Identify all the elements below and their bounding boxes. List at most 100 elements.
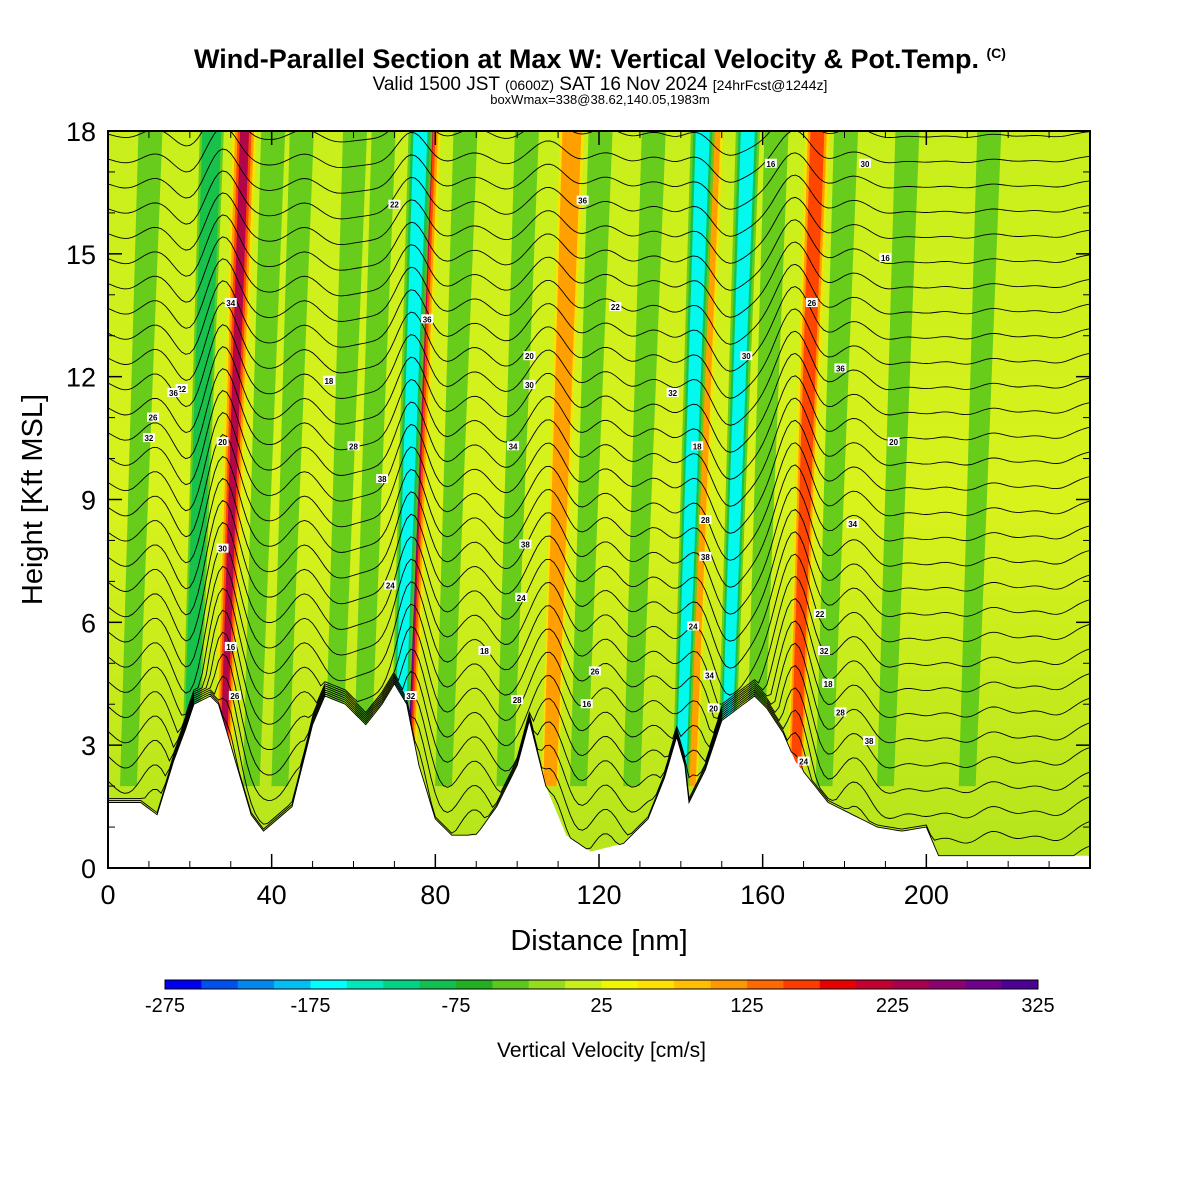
theta-contour-label: 20 bbox=[216, 437, 229, 447]
theta-contour-label: 16 bbox=[764, 158, 777, 169]
colorbar-swatch bbox=[856, 980, 893, 989]
theta-contour-label-bg bbox=[699, 551, 712, 561]
theta-contour-label-text: 32 bbox=[406, 692, 415, 701]
theta-contour-label-bg bbox=[879, 252, 892, 262]
theta-contour-label-text: 24 bbox=[517, 594, 526, 603]
theta-contour-label-text: 32 bbox=[668, 389, 677, 398]
theta-contour-label-bg bbox=[805, 297, 818, 307]
theta-contour-label: 18 bbox=[478, 645, 491, 656]
theta-contour-label-text: 30 bbox=[742, 352, 751, 361]
theta-contour-label: 26 bbox=[588, 666, 601, 676]
colorbar-swatch bbox=[456, 980, 493, 989]
theta-contour-label-bg bbox=[142, 433, 155, 443]
theta-contour-label-text: 24 bbox=[689, 622, 698, 631]
vertical-velocity-streak bbox=[877, 131, 920, 787]
vertical-velocity-streak bbox=[120, 131, 163, 787]
theta-contour-label: 22 bbox=[609, 302, 622, 312]
colorbar-swatch bbox=[965, 980, 1003, 989]
theta-contour-label: 28 bbox=[699, 514, 712, 525]
theta-contour-label-text: 16 bbox=[582, 700, 591, 709]
theta-contour-label-bg bbox=[228, 691, 241, 701]
theta-contour-label: 32 bbox=[666, 388, 679, 398]
theta-contour-label-text: 36 bbox=[169, 389, 178, 398]
x-tick-label: 80 bbox=[420, 880, 450, 910]
theta-contour-label-text: 36 bbox=[578, 197, 587, 206]
theta-contour-line bbox=[108, 368, 1090, 480]
x-tick-label: 200 bbox=[904, 880, 949, 910]
chart-subtitle: Valid 1500 JST (0600Z) SAT 16 Nov 2024 [… bbox=[0, 74, 1200, 96]
theta-contour-label-text: 34 bbox=[509, 442, 518, 451]
theta-contour-label-text: 16 bbox=[881, 254, 890, 263]
colorbar-swatch bbox=[383, 980, 421, 989]
vertical-velocity-streak bbox=[623, 131, 666, 787]
theta-contour-label: 22 bbox=[175, 383, 188, 394]
theta-contour-label: 30 bbox=[523, 379, 536, 390]
theta-contour-label-bg bbox=[523, 351, 536, 361]
x-axis-label: Distance [nm] bbox=[510, 925, 687, 957]
theta-contour-label-text: 26 bbox=[230, 692, 239, 701]
theta-contour-line bbox=[108, 499, 1090, 642]
theta-contour-label-text: 38 bbox=[701, 553, 710, 562]
colorbar-swatch bbox=[310, 980, 348, 989]
theta-contour-label-bg bbox=[216, 543, 229, 553]
colorbar-tick-label: 325 bbox=[1021, 995, 1054, 1017]
theta-contour-label-text: 38 bbox=[521, 541, 530, 550]
theta-contour-label-bg bbox=[347, 441, 360, 451]
colorbar-swatch bbox=[274, 980, 311, 989]
theta-contour-line bbox=[108, 653, 1090, 776]
forecast-label: [24hrFcst@1244z] bbox=[712, 77, 828, 93]
theta-contour-label-bg bbox=[834, 363, 847, 373]
colorbar-swatch bbox=[165, 980, 202, 989]
colorbar-swatch bbox=[674, 980, 712, 989]
theta-contour-label-bg bbox=[376, 474, 389, 484]
x-tick-label: 40 bbox=[257, 880, 287, 910]
theta-contour-label-text: 26 bbox=[590, 667, 599, 676]
theta-contour-label-text: 20 bbox=[709, 704, 718, 713]
theta-contour-label: 36 bbox=[421, 314, 434, 324]
theta-contour-label-bg bbox=[167, 388, 180, 398]
theta-contour-label-text: 28 bbox=[513, 696, 522, 705]
theta-contour-label-text: 22 bbox=[815, 610, 824, 619]
colorbar-swatch bbox=[819, 980, 857, 989]
theta-contour-label: 20 bbox=[887, 437, 900, 447]
theta-contour-label-text: 28 bbox=[349, 442, 358, 451]
theta-contour-label-text: 30 bbox=[861, 160, 870, 169]
theta-contour-label: 22 bbox=[813, 609, 826, 619]
theta-contour-label: 24 bbox=[797, 756, 810, 767]
theta-contour-line bbox=[108, 682, 1090, 857]
theta-contour-line bbox=[108, 678, 1090, 825]
theta-contour-label-text: 24 bbox=[799, 758, 808, 767]
theta-contour-label-bg bbox=[822, 678, 835, 688]
theta-contour-label-text: 32 bbox=[820, 647, 829, 656]
theta-contour-label-bg bbox=[388, 199, 401, 209]
theta-contour-label-text: 20 bbox=[889, 438, 898, 447]
theta-contour-label-bg bbox=[863, 736, 876, 746]
theta-contour-line bbox=[108, 455, 1090, 588]
theta-contour-label: 36 bbox=[834, 363, 847, 373]
theta-contour-line bbox=[108, 170, 1090, 237]
theta-contour-line bbox=[108, 543, 1090, 696]
y-tick-label: 12 bbox=[66, 363, 96, 393]
y-tick-label: 6 bbox=[81, 608, 96, 638]
theta-contour-label: 26 bbox=[228, 691, 241, 701]
theta-contour-label: 38 bbox=[519, 539, 532, 550]
colorbar-frame bbox=[164, 979, 1039, 990]
theta-contour-label-bg bbox=[687, 621, 700, 631]
vertical-velocity-streak bbox=[353, 131, 396, 787]
theta-contour-label-bg bbox=[507, 441, 520, 451]
theta-contour-line bbox=[108, 324, 1090, 426]
colorbar-swatch bbox=[565, 980, 602, 989]
theta-contour-label-bg bbox=[384, 580, 397, 590]
theta-contour-label-text: 34 bbox=[848, 520, 857, 529]
theta-contour-line bbox=[108, 412, 1090, 534]
vertical-velocity-streak bbox=[496, 131, 539, 787]
theta-contour-label-text: 36 bbox=[423, 315, 432, 324]
theta-contour-line bbox=[108, 192, 1090, 264]
colorbar-swatch bbox=[747, 980, 784, 989]
colorbar-swatch bbox=[346, 980, 384, 989]
theta-contour-label: 28 bbox=[834, 707, 847, 717]
theta-contour-line bbox=[108, 131, 1090, 183]
theta-contour-label-bg bbox=[764, 158, 777, 168]
